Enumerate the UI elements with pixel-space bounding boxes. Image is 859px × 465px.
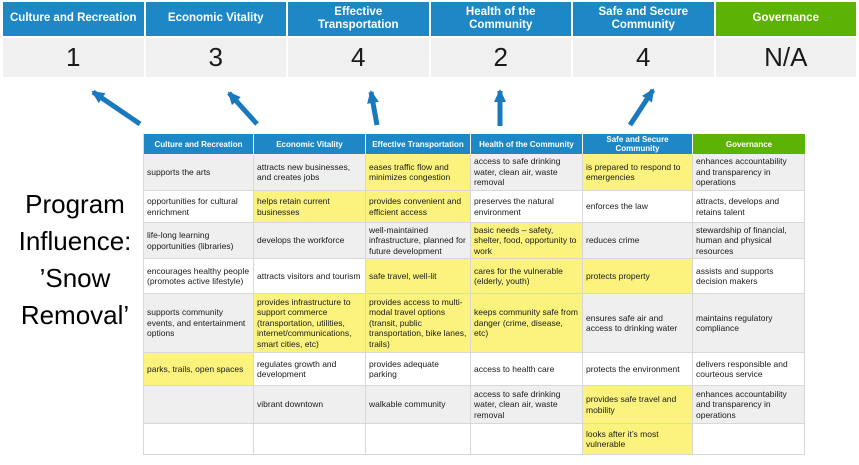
matrix-cell: eases traffic flow and minimizes congest… [366,154,471,191]
matrix-cell: stewardship of financial, human and phys… [693,223,805,259]
matrix-cell: safe travel, well-lit [366,259,471,294]
up-arrow-icon [91,89,142,127]
score-value-effective-transportation: 4 [288,38,429,77]
matrix-cell: supports the arts [144,154,254,191]
matrix-cell: provides adequate parking [366,353,471,386]
matrix-cell: provides infrastructure to support comme… [254,294,366,353]
matrix-cell: ensures safe air and access to drinking … [583,294,693,353]
matrix-cell: enhances accountability and transparency… [693,386,805,424]
matrix-cell: life-long learning opportunities (librar… [144,223,254,259]
matrix-column-header: Health of the Community [471,134,583,154]
score-value-health-community: 2 [430,38,571,77]
score-header-governance: Governance [715,2,856,36]
score-header-safe-secure: Safe and Secure Community [573,2,714,36]
score-header-culture-recreation: Culture and Recreation [3,2,144,36]
matrix-cell: opportunities for cultural enrichment [144,191,254,223]
matrix-cell: walkable community [366,386,471,424]
score-summary: Culture and Recreation Economic Vitality… [3,2,856,77]
matrix-cell: develops the workforce [254,223,366,259]
matrix-cell [693,424,805,455]
matrix-cell: access to safe drinking water, clean air… [471,154,583,191]
matrix-cell: provides convenient and efficient access [366,191,471,223]
matrix-column-header: Effective Transportation [366,134,471,154]
matrix-column-header: Safe and Secure Community [583,134,693,154]
matrix-cell: keeps community safe from danger (crime,… [471,294,583,353]
matrix-column-header: Economic Vitality [254,134,366,154]
matrix-cell: provides safe travel and mobility [583,386,693,424]
matrix-cell: delivers responsible and courteous servi… [693,353,805,386]
up-arrow-icon [227,91,259,126]
matrix-cell: regulates growth and development [254,353,366,386]
matrix-cell: vibrant downtown [254,386,366,424]
arrow-connectors [91,88,656,127]
matrix-cell [366,424,471,455]
score-header-economic-vitality: Economic Vitality [145,2,286,36]
matrix-cell: maintains regulatory compliance [693,294,805,353]
matrix-cell [144,424,254,455]
matrix-cell: attracts new businesses, and creates job… [254,154,366,191]
matrix-column-header: Culture and Recreation [144,134,254,154]
matrix-cell: cares for the vulnerable (elderly, youth… [471,259,583,294]
matrix-cell: parks, trails, open spaces [144,353,254,386]
matrix-cell: access to safe drinking water, clean air… [471,386,583,424]
matrix-cell [144,386,254,424]
matrix-cell: is prepared to respond to emergencies [583,154,693,191]
score-header-health-community: Health of the Community [430,2,571,36]
matrix-cell: helps retain current businesses [254,191,366,223]
program-influence-title: Program Influence: ’Snow Removal’ [18,189,132,330]
score-value-governance: N/A [715,38,856,77]
matrix-cell: enhances accountability and transparency… [693,154,805,191]
score-value-culture-recreation: 1 [3,38,144,77]
score-value-safe-secure: 4 [573,38,714,77]
matrix-cell: looks after it’s most vulnerable [583,424,693,455]
score-header-effective-transportation: Effective Transportation [288,2,429,36]
matrix-cell: preserves the natural environment [471,191,583,223]
matrix-cell: encourages healthy people (promotes acti… [144,259,254,294]
matrix-cell: attracts visitors and tourism [254,259,366,294]
matrix-cell: protects the environment [583,353,693,386]
matrix-cell: basic needs – safety, shelter, food, opp… [471,223,583,259]
matrix-cell: assists and supports decision makers [693,259,805,294]
matrix-cell [471,424,583,455]
matrix-cell [254,424,366,455]
matrix-cell: protects property [583,259,693,294]
matrix-cell: supports community events, and entertain… [144,294,254,353]
matrix-cell: well-maintained infrastructure, planned … [366,223,471,259]
up-arrow-icon [627,88,656,127]
score-value-economic-vitality: 3 [145,38,286,77]
influence-matrix: Culture and Recreation Economic Vitality E… [143,133,805,455]
matrix-cell: enforces the law [583,191,693,223]
matrix-cell: attracts, develops and retains talent [693,191,805,223]
matrix-cell: access to health care [471,353,583,386]
matrix-column-header: Governance [693,134,805,154]
matrix-cell: provides access to multi-modal travel op… [366,294,471,353]
matrix-cell: reduces crime [583,223,693,259]
up-arrow-icon [367,90,380,126]
